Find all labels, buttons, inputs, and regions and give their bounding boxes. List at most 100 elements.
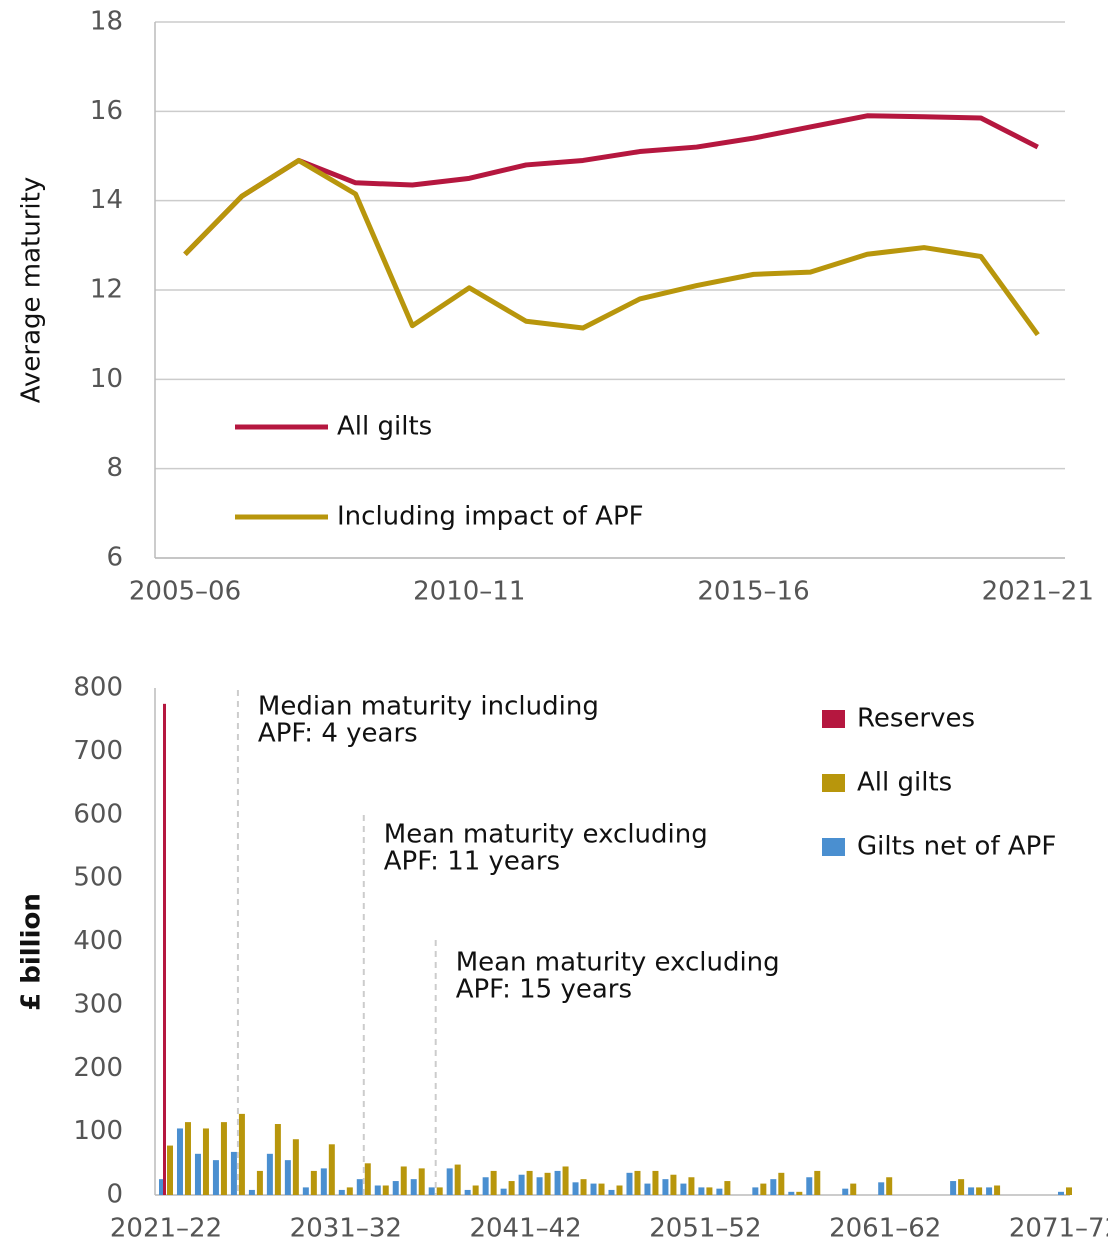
bar (688, 1177, 695, 1195)
bar (806, 1177, 813, 1195)
bar (454, 1164, 461, 1195)
bar (878, 1182, 885, 1195)
legend-label: All gilts (857, 768, 952, 798)
bar (266, 1153, 273, 1195)
bar (310, 1170, 317, 1195)
bar (680, 1183, 687, 1195)
bar (706, 1187, 713, 1195)
bar (230, 1151, 237, 1195)
bar (159, 1179, 165, 1195)
legend-label: Gilts net of APF (857, 832, 1056, 862)
bar (526, 1170, 533, 1195)
x-tick-label: 2031–32 (290, 1214, 402, 1238)
bar (374, 1185, 381, 1195)
bar (500, 1188, 507, 1195)
bar (176, 1128, 183, 1195)
y-tick-label: 200 (73, 1053, 123, 1083)
y-tick-label: 16 (90, 96, 123, 126)
annotation-text: Median maturity including (258, 692, 599, 722)
bar (302, 1187, 309, 1195)
bar (1058, 1191, 1064, 1195)
bar (580, 1179, 587, 1195)
bar (274, 1124, 281, 1195)
bar (220, 1122, 227, 1195)
bar (598, 1183, 605, 1195)
x-tick-label: 2071–72 (1009, 1214, 1108, 1238)
bar (392, 1181, 399, 1195)
bar (562, 1166, 569, 1195)
y-tick-label: 0 (106, 1180, 123, 1210)
bar (428, 1187, 435, 1195)
bar (968, 1187, 975, 1195)
bar (634, 1170, 641, 1195)
bar (778, 1172, 785, 1195)
bar (212, 1160, 219, 1195)
x-tick-label: 2010–11 (413, 577, 525, 607)
y-tick-label: 500 (73, 863, 123, 893)
bar (464, 1189, 471, 1195)
y-tick-label: 12 (90, 275, 123, 305)
bar (364, 1163, 371, 1195)
bar (356, 1179, 363, 1195)
bar (950, 1181, 957, 1195)
bar (652, 1170, 659, 1195)
bar (616, 1185, 623, 1195)
annotation-text: APF: 15 years (456, 975, 632, 1005)
bar (320, 1168, 327, 1195)
legend-swatch (822, 774, 845, 792)
legend-label: Including impact of APF (337, 502, 644, 532)
y-axis-title: £ billion (17, 893, 47, 1011)
bar (167, 1145, 173, 1195)
annotation-text: Mean maturity excluding (384, 820, 708, 850)
bar (238, 1113, 245, 1195)
x-tick-label: 2051–52 (649, 1214, 761, 1238)
bar (346, 1187, 353, 1195)
bar (554, 1170, 561, 1195)
bar (842, 1188, 849, 1195)
legend-swatch (822, 838, 845, 856)
bar (536, 1177, 543, 1195)
x-tick-label: 2021–21 (982, 577, 1094, 607)
bar (976, 1187, 983, 1195)
bar (850, 1183, 857, 1195)
legend-swatch (822, 710, 845, 728)
x-tick-label: 2021–22 (110, 1214, 222, 1238)
bar (644, 1183, 651, 1195)
legend-label: All gilts (337, 412, 432, 442)
bar (1066, 1187, 1072, 1195)
x-tick-label: 2041–42 (469, 1214, 581, 1238)
bar (958, 1179, 965, 1195)
y-tick-label: 600 (73, 799, 123, 829)
bar (626, 1172, 633, 1195)
bar (760, 1183, 767, 1195)
bar (292, 1139, 299, 1195)
bar (400, 1166, 407, 1195)
bar (338, 1189, 345, 1195)
line-series (183, 113, 1039, 257)
bar (163, 703, 166, 1195)
bar (518, 1174, 525, 1195)
bar (572, 1182, 579, 1195)
bar (472, 1185, 479, 1195)
bar (994, 1185, 1001, 1195)
bar (886, 1177, 893, 1195)
x-tick-label: 2015–16 (697, 577, 809, 607)
y-tick-label: 6 (106, 543, 123, 573)
annotation-text: Mean maturity excluding (456, 948, 780, 978)
bar (410, 1179, 417, 1195)
bar (248, 1189, 255, 1195)
bar (752, 1187, 759, 1195)
bar (194, 1153, 201, 1195)
bar (724, 1181, 731, 1195)
bar (328, 1144, 335, 1195)
x-tick-label: 2061–62 (829, 1214, 941, 1238)
bar (284, 1160, 291, 1195)
bar (382, 1185, 389, 1195)
annotation-text: APF: 4 years (258, 719, 418, 749)
y-tick-label: 8 (106, 453, 123, 483)
bar (418, 1168, 425, 1195)
x-tick-label: 2005–06 (129, 577, 241, 607)
bar (508, 1181, 515, 1195)
annotation-text: APF: 11 years (384, 847, 560, 877)
